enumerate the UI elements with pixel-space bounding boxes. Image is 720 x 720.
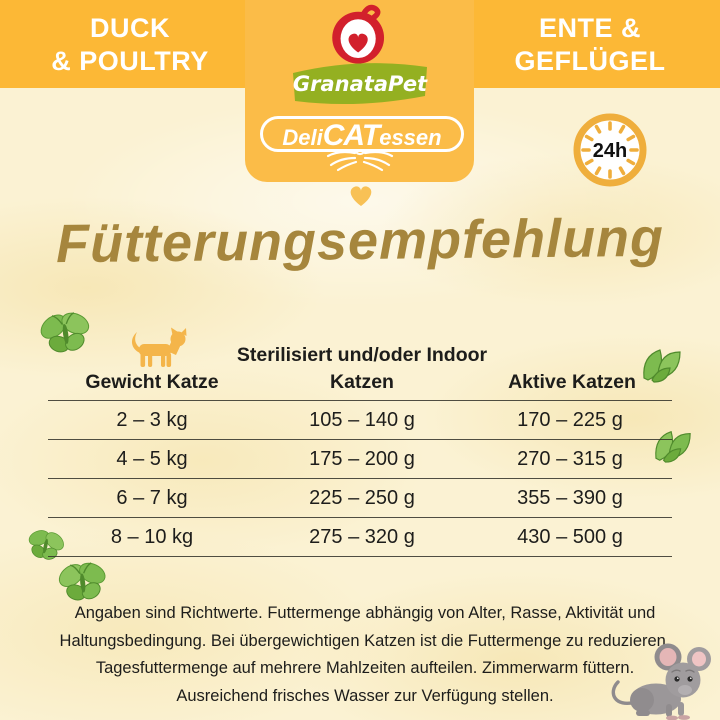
heart-icon — [347, 184, 375, 213]
col-header-sterilised-line1: Sterilisiert und/oder Indoor — [236, 344, 488, 366]
weight-cell: 2 – 3 kg — [116, 408, 188, 431]
flavor-label-en: DUCK & POULTRY — [0, 12, 260, 78]
sterilised-cell: 105 – 140 g — [309, 408, 415, 431]
butterfly-icon — [55, 558, 110, 614]
brand-card: GranataPet Deli CAT essen — [245, 0, 474, 182]
24h-label: 24h — [593, 140, 627, 162]
table-row: 8 – 10 kg 275 – 320 g 430 – 500 g — [48, 518, 672, 557]
table-row: 2 – 3 kg 105 – 140 g 170 – 225 g — [48, 401, 672, 440]
note-line: Angaben sind Richtwerte. Futtermenge abh… — [74, 604, 656, 622]
active-cell: 355 – 390 g — [517, 486, 623, 509]
delicatessen-logo: Deli CAT essen — [260, 116, 464, 152]
col-header-weight: Gewicht Katze — [85, 371, 219, 393]
sterilised-cell: 225 – 250 g — [309, 486, 415, 509]
leaf-sprig-icon — [652, 426, 696, 469]
feeding-notes: Angaben sind Richtwerte. Futtermenge abh… — [55, 600, 675, 710]
weight-cell: 8 – 10 kg — [110, 525, 194, 548]
flavor-de-line2: GEFLÜGEL — [514, 46, 666, 76]
weight-cell: 6 – 7 kg — [116, 486, 188, 509]
brand-name-text: GranataPet — [293, 72, 428, 96]
leaf-sprig-icon — [640, 344, 686, 389]
deli-text: Deli — [282, 125, 323, 150]
col-header-active: Aktive Katzen — [508, 371, 636, 393]
active-cell: 270 – 315 g — [517, 447, 623, 470]
flavor-en-line1: DUCK — [90, 13, 170, 43]
note-line: Ausreichend frisches Wasser zur Verfügun… — [176, 686, 554, 705]
essen-text: essen — [379, 125, 442, 150]
flavor-de-line1: ENTE & — [538, 13, 641, 43]
active-cell: 430 – 500 g — [517, 525, 623, 548]
col-header-sterilised-line2: Katzen — [330, 371, 394, 393]
mouse-illustration — [606, 640, 718, 720]
butterfly-icon — [37, 307, 96, 367]
page-title: Fütterungsempfehlung — [55, 207, 665, 275]
cat-whiskers-icon — [325, 148, 395, 177]
flavor-en-line2: & POULTRY — [51, 46, 209, 76]
table-row: 4 – 5 kg 175 – 200 g 270 – 315 g — [48, 440, 672, 479]
sterilised-cell: 275 – 320 g — [309, 525, 415, 548]
sterilised-cell: 175 – 200 g — [309, 447, 415, 470]
note-line: Tagesfuttermenge auf mehrere Mahlzeiten … — [95, 659, 635, 677]
feeding-table: 2 – 3 kg 105 – 140 g 170 – 225 g 4 – 5 k… — [48, 400, 672, 557]
pomegranate-heart-icon — [323, 4, 397, 69]
cat-silhouette-icon — [128, 327, 194, 374]
table-row: 6 – 7 kg 225 – 250 g 355 – 390 g — [48, 479, 672, 518]
granatapet-logo: GranataPet — [289, 60, 431, 105]
active-cell: 170 – 225 g — [517, 408, 623, 431]
note-line: Haltungsbedingung. Bei übergewichtigen K… — [59, 631, 671, 650]
cat-text: CAT — [322, 119, 380, 152]
weight-cell: 4 – 5 kg — [116, 447, 188, 470]
24h-clock-icon: 24h — [572, 112, 648, 193]
flavor-label-de: ENTE & GEFLÜGEL — [460, 12, 720, 78]
